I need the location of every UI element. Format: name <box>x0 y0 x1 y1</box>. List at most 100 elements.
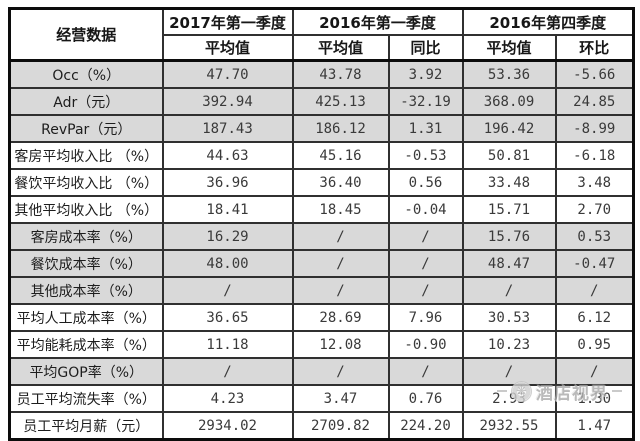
yoy-cell: -0.90 <box>387 330 464 359</box>
value-cell: 2.93 <box>461 384 557 413</box>
header-sub-row: 平均值 平均值 同比 平均值 环比 <box>10 34 635 62</box>
table-row: 员工平均月薪（元） 2934.02 2709.82 224.20 2932.55… <box>8 411 635 441</box>
header-group-row: 经营数据 2017年第一季度 2016年第一季度 2016年第四季度 <box>8 7 635 62</box>
value-cell: / <box>161 357 294 386</box>
table-row: 平均人工成本率（%） 36.65 28.69 7.96 30.53 6.12 <box>8 303 635 332</box>
table-row: 其他平均收入比 （%） 18.41 18.45 -0.04 15.71 2.70 <box>8 195 635 224</box>
value-cell: / <box>461 276 557 305</box>
qoq-cell: 0.53 <box>554 222 635 251</box>
value-cell: 2709.82 <box>291 411 390 441</box>
value-cell: 368.09 <box>461 87 557 116</box>
value-cell: 47.70 <box>161 59 294 89</box>
value-cell: 45.16 <box>291 141 390 170</box>
row-label: 餐饮成本率（%） <box>8 249 164 278</box>
yoy-cell: 0.56 <box>387 168 464 197</box>
value-cell: 53.36 <box>461 59 557 89</box>
value-cell: 15.71 <box>461 195 557 224</box>
subheader-avg-2016q1: 平均值 <box>291 34 390 62</box>
qoq-cell: 2.70 <box>554 195 635 224</box>
header-2016-q1: 2016年第一季度 <box>291 7 464 36</box>
qoq-cell: 6.12 <box>554 303 635 332</box>
value-cell: / <box>461 357 557 386</box>
subheader-qoq: 环比 <box>554 34 635 62</box>
qoq-cell: -6.18 <box>554 141 635 170</box>
row-label: 员工平均流失率（%） <box>8 384 164 413</box>
qoq-cell: 3.48 <box>554 168 635 197</box>
value-cell: 15.76 <box>461 222 557 251</box>
qoq-cell: -5.66 <box>554 59 635 89</box>
value-cell: 10.23 <box>461 330 557 359</box>
value-cell: 186.12 <box>291 114 390 143</box>
subheader-yoy: 同比 <box>387 34 464 62</box>
value-cell: 12.08 <box>291 330 390 359</box>
qoq-cell: 1.30 <box>554 384 635 413</box>
table-header: 经营数据 2017年第一季度 2016年第一季度 2016年第四季度 平均值 平… <box>8 7 635 62</box>
yoy-cell: -0.04 <box>387 195 464 224</box>
row-label: 其他平均收入比 （%） <box>8 195 164 224</box>
yoy-cell: / <box>387 276 464 305</box>
row-label: 客房平均收入比 （%） <box>8 141 164 170</box>
value-cell: 16.29 <box>161 222 294 251</box>
yoy-cell: 1.31 <box>387 114 464 143</box>
value-cell: 4.23 <box>161 384 294 413</box>
value-cell: 392.94 <box>161 87 294 116</box>
value-cell: 11.18 <box>161 330 294 359</box>
row-label: 餐饮平均收入比 （%） <box>8 168 164 197</box>
header-2017-q1: 2017年第一季度 <box>161 7 294 36</box>
subheader-avg-2016q4: 平均值 <box>461 34 557 62</box>
value-cell: / <box>291 249 390 278</box>
yoy-cell: 3.92 <box>387 59 464 89</box>
value-cell: 2932.55 <box>461 411 557 441</box>
value-cell: 50.81 <box>461 141 557 170</box>
value-cell: 33.48 <box>461 168 557 197</box>
yoy-cell: -32.19 <box>387 87 464 116</box>
value-cell: / <box>291 357 390 386</box>
qoq-cell: 24.85 <box>554 87 635 116</box>
row-label: 平均GOP率（%） <box>8 357 164 386</box>
table-row: 员工平均流失率（%） 4.23 3.47 0.76 2.93 1.30 <box>8 384 635 413</box>
yoy-cell: 0.76 <box>387 384 464 413</box>
value-cell: 187.43 <box>161 114 294 143</box>
report-table-image: 经营数据 2017年第一季度 2016年第一季度 2016年第四季度 平均值 平… <box>8 7 635 441</box>
value-cell: 425.13 <box>291 87 390 116</box>
table-row: 餐饮成本率（%） 48.00 / / 48.47 -0.47 <box>8 249 635 278</box>
yoy-cell: 7.96 <box>387 303 464 332</box>
value-cell: / <box>291 276 390 305</box>
value-cell: / <box>291 222 390 251</box>
value-cell: 36.40 <box>291 168 390 197</box>
value-cell: 28.69 <box>291 303 390 332</box>
table-row: 客房平均收入比 （%） 44.63 45.16 -0.53 50.81 -6.1… <box>8 141 635 170</box>
value-cell: 30.53 <box>461 303 557 332</box>
value-cell: / <box>161 276 294 305</box>
qoq-cell: / <box>554 357 635 386</box>
yoy-cell: -0.53 <box>387 141 464 170</box>
row-label: 平均能耗成本率（%） <box>8 330 164 359</box>
table-row: RevPar（元） 187.43 186.12 1.31 196.42 -8.9… <box>8 114 635 143</box>
row-label: Occ（%） <box>8 59 164 89</box>
header-2016-q4: 2016年第四季度 <box>461 7 635 36</box>
value-cell: 44.63 <box>161 141 294 170</box>
corner-header: 经营数据 <box>8 7 164 62</box>
qoq-cell: / <box>554 276 635 305</box>
value-cell: 36.96 <box>161 168 294 197</box>
subheader-avg-2017q1: 平均值 <box>161 34 294 62</box>
row-label: 平均人工成本率（%） <box>8 303 164 332</box>
value-cell: 43.78 <box>291 59 390 89</box>
row-label: Adr（元） <box>8 87 164 116</box>
value-cell: 36.65 <box>161 303 294 332</box>
qoq-cell: 1.47 <box>554 411 635 441</box>
table-row: 平均能耗成本率（%） 11.18 12.08 -0.90 10.23 0.95 <box>8 330 635 359</box>
value-cell: 196.42 <box>461 114 557 143</box>
yoy-cell: / <box>387 222 464 251</box>
row-label: 客房成本率（%） <box>8 222 164 251</box>
table-row: 餐饮平均收入比 （%） 36.96 36.40 0.56 33.48 3.48 <box>8 168 635 197</box>
yoy-cell: / <box>387 249 464 278</box>
value-cell: 18.41 <box>161 195 294 224</box>
qoq-cell: -8.99 <box>554 114 635 143</box>
row-label: 员工平均月薪（元） <box>8 411 164 441</box>
qoq-cell: 0.95 <box>554 330 635 359</box>
table-row: Adr（元） 392.94 425.13 -32.19 368.09 24.85 <box>8 87 635 116</box>
value-cell: 48.00 <box>161 249 294 278</box>
table-body: Occ（%） 47.70 43.78 3.92 53.36 -5.66 Adr（… <box>8 59 635 441</box>
yoy-cell: / <box>387 357 464 386</box>
